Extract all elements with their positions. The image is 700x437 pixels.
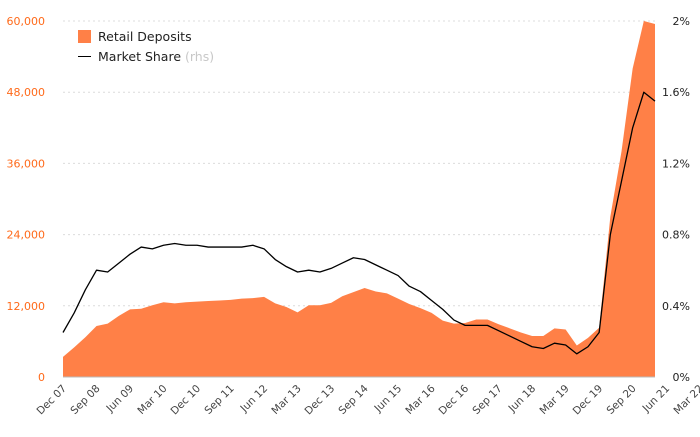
y-tick-label-right: 0.8% [662, 229, 690, 242]
legend-item-retail-deposits[interactable]: Retail Deposits [78, 26, 214, 46]
x-tick-label: Dec 10 [168, 383, 203, 418]
x-tick-label: Mar 16 [403, 382, 438, 417]
x-tick-label: Mar 10 [135, 383, 169, 417]
y-tick-label-left: 60,000 [7, 15, 46, 28]
y-tick-label-right: 1.6% [662, 86, 690, 99]
x-tick-label: Jun 18 [506, 383, 539, 416]
y-tick-label-right: 2% [673, 15, 690, 28]
legend-swatch-retail-deposits [78, 29, 91, 43]
y-tick-label-left: 12,000 [7, 300, 46, 313]
x-tick-label: Dec 19 [571, 383, 606, 418]
x-tick-label: Mar 19 [537, 383, 571, 417]
x-tick-label: Sep 17 [470, 383, 504, 417]
x-tick-label: Dec 16 [437, 382, 472, 417]
x-tick-label: Jun 09 [104, 383, 137, 416]
legend-item-market-share[interactable]: Market Share (rhs) [78, 46, 214, 66]
series-area-retail-deposits [63, 21, 655, 377]
x-tick-label: Jun 12 [238, 383, 271, 416]
x-tick-label: Sep 14 [336, 382, 371, 417]
y-tick-label-right: 1.2% [662, 157, 690, 170]
legend: Retail Deposits Market Share (rhs) [78, 26, 214, 66]
x-tick-label: Jun 21 [640, 383, 673, 416]
legend-label-market-share: Market Share [98, 48, 182, 64]
x-tick-label: Dec 07 [34, 383, 69, 418]
y-tick-label-left: 0 [38, 371, 45, 384]
x-tick-label: Sep 08 [68, 383, 102, 417]
y-tick-label-left: 36,000 [7, 157, 46, 170]
y-tick-label-left: 24,000 [7, 229, 46, 242]
series-line-market-share [62, 91, 656, 355]
legend-label-retail-deposits: Retail Deposits [98, 28, 192, 44]
y-tick-label-left: 48,000 [7, 86, 46, 99]
x-tick-label: Mar 13 [269, 383, 303, 417]
x-tick-label: Jun 15 [372, 383, 405, 416]
legend-suffix-rhs: (rhs) [185, 48, 215, 64]
y-tick-label-right: 0% [673, 371, 690, 384]
x-tick-label: Sep 20 [604, 383, 638, 417]
x-tick-label: Dec 13 [303, 383, 338, 418]
x-tick-label: Sep 11 [202, 383, 236, 417]
legend-line-market-share [78, 55, 91, 57]
y-tick-label-right: 0.4% [662, 300, 690, 313]
x-tick-label: Mar 22 [671, 383, 700, 417]
